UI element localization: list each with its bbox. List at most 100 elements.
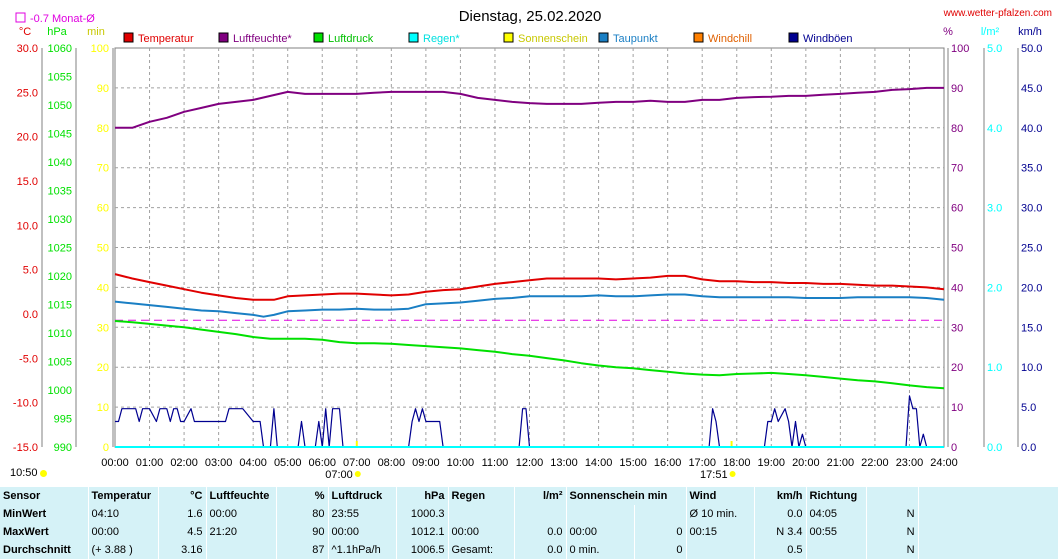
x-tick-label: 07:00 — [343, 457, 371, 469]
humidity-tick-label: 60 — [951, 203, 963, 215]
chart-axes: 00:00 01:00 02:00 03:00 04:00 05:00 06:00 07:00… — [13, 26, 1043, 481]
header-temp: Temperatur — [87, 487, 158, 505]
x-tick-label: 00:00 — [101, 457, 129, 469]
dir-value: N — [865, 523, 919, 541]
humidity-tick-label: 0 — [951, 442, 957, 454]
site-link[interactable]: www.wetter-pfalzen.com — [943, 8, 1052, 19]
x-tick-label: 05:00 — [274, 457, 302, 469]
sunset-tick — [730, 441, 733, 447]
rain-tick-label: 1.0 — [987, 362, 1002, 374]
wind-tick-label: 25.0 — [1021, 243, 1042, 255]
humidity-tick-label: 20 — [951, 362, 963, 374]
legend-swatch — [218, 32, 229, 43]
legend-swatch — [123, 32, 134, 43]
press-time: ^1.1hPa/h — [327, 541, 396, 559]
sunrise-label: 07:00 — [325, 469, 353, 481]
pressure-tick-label: 1000 — [48, 385, 72, 397]
x-tick-label: 20:00 — [792, 457, 820, 469]
x-tick-label: 01:00 — [136, 457, 164, 469]
temperature-tick-label: 20.0 — [17, 132, 38, 144]
sun-time: 00:00 — [565, 523, 634, 541]
x-tick-label: 09:00 — [412, 457, 440, 469]
pressure-tick-label: 1045 — [48, 129, 72, 141]
hum-value: 87 — [275, 541, 328, 559]
table-row: MaxWert 00:00 4.5 21:20 90 00:00 1012.1 … — [0, 523, 1058, 541]
sun-value — [633, 505, 687, 523]
temperature-tick-label: 5.0 — [23, 265, 38, 277]
legend-swatch — [788, 32, 799, 43]
dewpoint-line — [114, 293, 945, 318]
legend-label: Sonnenschein — [518, 33, 588, 45]
legend-swatch — [598, 32, 609, 43]
legend-swatch — [693, 32, 704, 43]
sunshine-tick-label: 90 — [97, 83, 109, 95]
sun-value: 0 — [633, 523, 687, 541]
pressure-tick-label: 1005 — [48, 357, 72, 369]
sunshine-tick-label: 20 — [97, 362, 109, 374]
monthly-avg-label: -0.7 Monat-Ø — [30, 13, 95, 25]
rain-tick-label: 3.0 — [987, 203, 1002, 215]
legend-label: Regen* — [423, 33, 460, 45]
sunshine-tick-label: 70 — [97, 163, 109, 175]
humidity-tick-label: 10 — [951, 402, 963, 414]
hum-time: 21:20 — [205, 523, 276, 541]
rain-unit-label: l/m² — [981, 26, 1000, 38]
humidity-unit-label: % — [943, 26, 953, 38]
x-tick-label: 06:00 — [308, 457, 336, 469]
pressure-tick-label: 990 — [54, 442, 72, 454]
legend-label: Taupunkt — [613, 33, 658, 45]
wind-time: Ø 10 min. — [685, 505, 755, 523]
summary-header-row: Sensor Temperatur °C Luftfeuchte % Luftd… — [0, 487, 1058, 505]
monthly-avg-swatch — [15, 12, 26, 23]
press-value: 1006.5 — [395, 541, 448, 559]
pressure-tick-label: 1060 — [48, 43, 72, 55]
humidity-tick-label: 100 — [951, 43, 969, 55]
sunshine-tick-label: 40 — [97, 282, 109, 294]
temperature-tick-label: 30.0 — [17, 43, 38, 55]
dir-time: 00:55 — [805, 523, 867, 541]
temperature-tick-label: 25.0 — [17, 87, 38, 99]
temp-value: 1.6 — [157, 505, 206, 523]
legend-swatch — [503, 32, 514, 43]
chart-title: Dienstag, 25.02.2020 — [459, 8, 602, 25]
sun-time — [565, 505, 634, 523]
humidity-tick-label: 90 — [951, 83, 963, 95]
sunshine-unit-label: min — [87, 26, 105, 38]
pressure-tick-label: 1010 — [48, 328, 72, 340]
header-press: Luftdruck — [327, 487, 396, 505]
humidity-tick-label: 30 — [951, 322, 963, 334]
sun-icon — [39, 469, 47, 477]
rain-time — [447, 505, 514, 523]
temperature-tick-label: 0.0 — [23, 309, 38, 321]
wind-tick-label: 15.0 — [1021, 322, 1042, 334]
x-tick-label: 16:00 — [654, 457, 682, 469]
temp-time: 04:10 — [87, 505, 158, 523]
sunshine-tick-label: 100 — [91, 43, 109, 55]
x-tick-label: 14:00 — [585, 457, 613, 469]
x-tick-label: 12:00 — [516, 457, 544, 469]
temp-time: 00:00 — [87, 523, 158, 541]
x-tick-label: 21:00 — [827, 457, 855, 469]
press-time: 00:00 — [327, 523, 396, 541]
rain-time: 00:00 — [447, 523, 514, 541]
rain-tick-label: 0.0 — [987, 442, 1002, 454]
x-tick-label: 15:00 — [619, 457, 647, 469]
wind-value: 0.0 — [753, 505, 807, 523]
wind-tick-label: 45.0 — [1021, 83, 1042, 95]
temp-value: 4.5 — [157, 523, 206, 541]
temp-value: 3.16 — [157, 541, 206, 559]
legend-label: Luftdruck — [328, 33, 374, 45]
pressure-tick-label: 995 — [54, 414, 72, 426]
dir-time — [805, 541, 867, 559]
pressure-unit-label: hPa — [47, 26, 67, 38]
hum-value: 90 — [275, 523, 328, 541]
dir-value: N — [865, 541, 919, 559]
sun-icon — [729, 471, 736, 477]
sunset-label: 17:51 — [700, 469, 728, 481]
row-label: MaxWert — [3, 526, 49, 538]
dir-value: N — [865, 505, 919, 523]
legend-label: Temperatur — [138, 33, 194, 45]
humidity-tick-label: 70 — [951, 163, 963, 175]
header-temp-unit: °C — [157, 487, 206, 505]
pressure-tick-label: 1040 — [48, 157, 72, 169]
